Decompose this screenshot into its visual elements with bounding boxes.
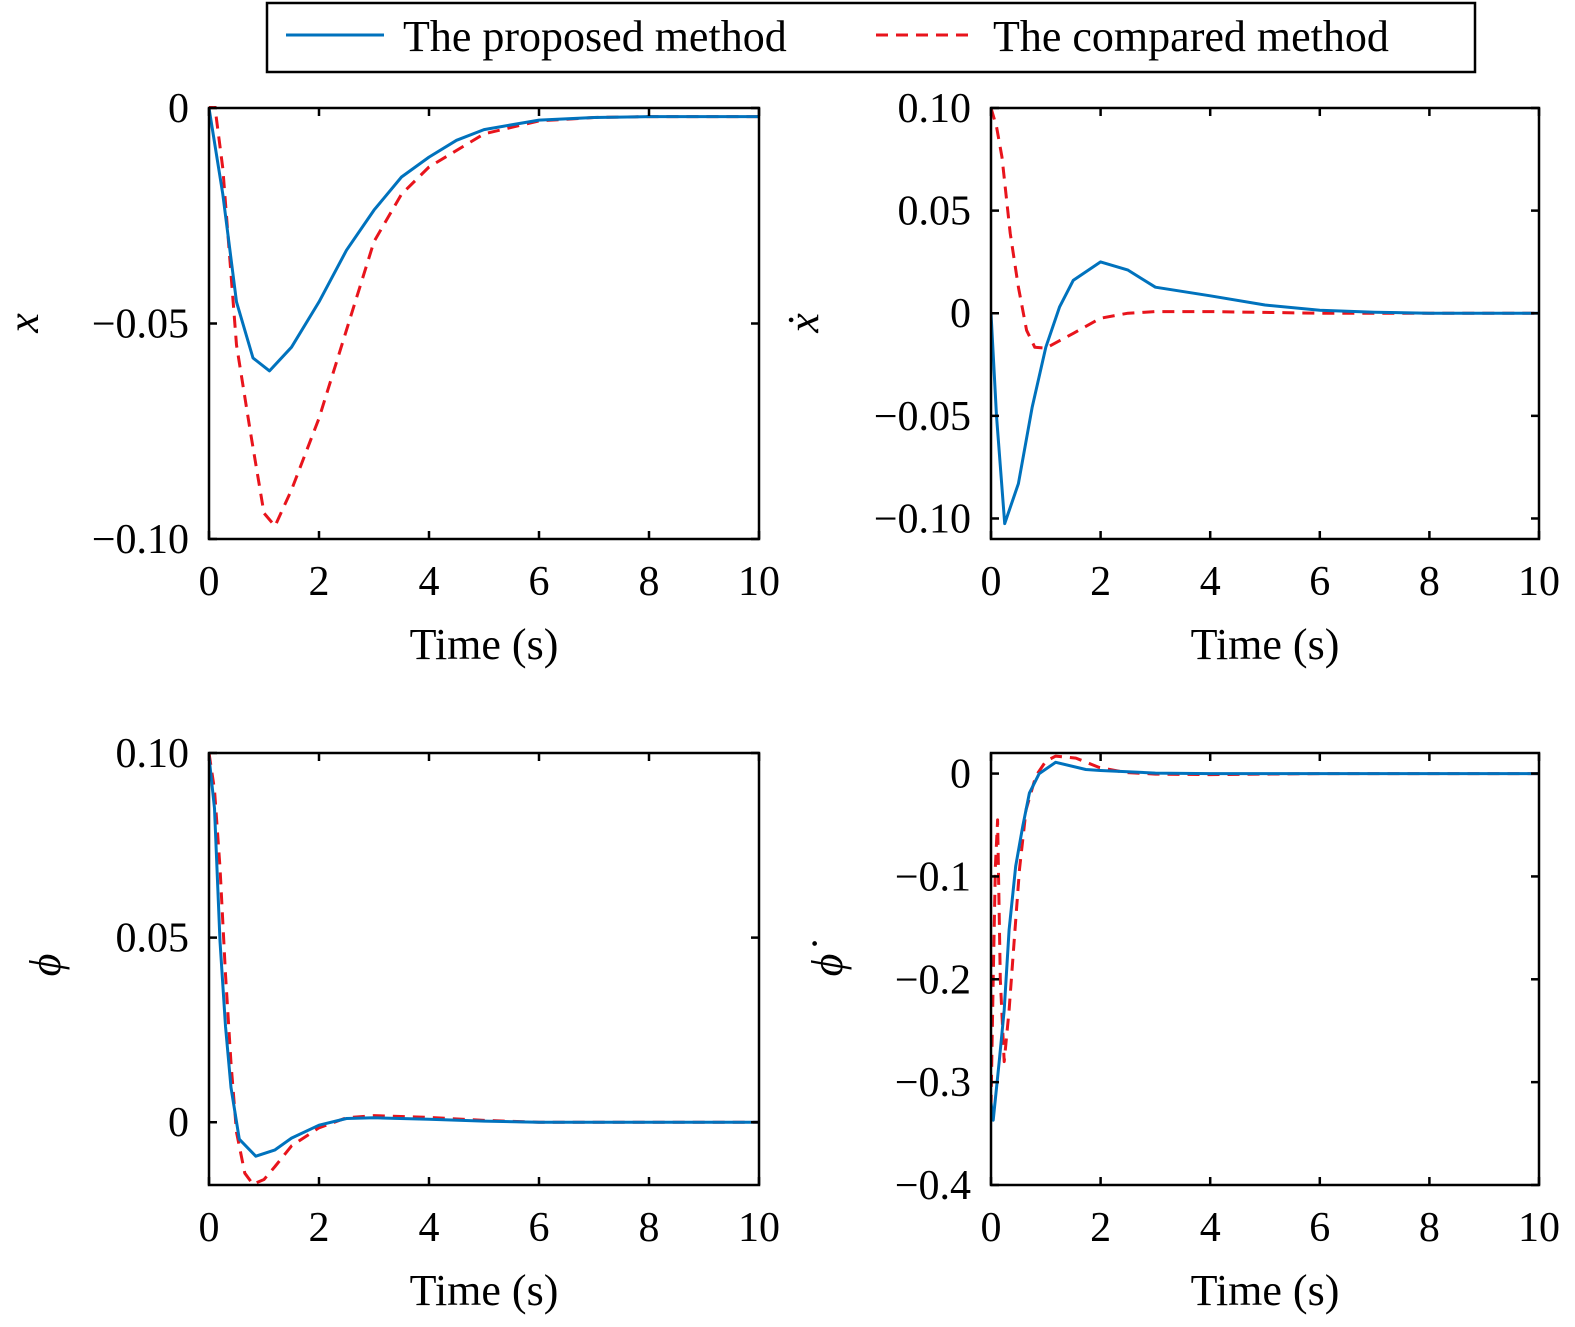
x-tick-label: 0	[199, 559, 220, 605]
series-compared-line	[991, 107, 1539, 350]
x-tick-label: 4	[419, 1205, 440, 1251]
y-axis-label: x	[0, 313, 48, 334]
subplot-x-velocity: 0 2 4 6 8 10 0.10 0.05 0 −0.05 −0.10 Time (s) ẋ	[779, 86, 1560, 669]
x-tick-label: 6	[1309, 1205, 1330, 1251]
x-tick-label: 8	[1419, 559, 1440, 605]
x-tick-label: 2	[1090, 1205, 1111, 1251]
x-tick-label: 10	[738, 1205, 780, 1251]
y-tick-label: 0	[950, 291, 971, 337]
x-tick-label: 4	[1200, 559, 1221, 605]
y-axis-label: ϕ	[21, 954, 70, 977]
y-tick-label: −0.1	[895, 854, 971, 900]
y-tick-label: 0	[950, 752, 971, 798]
axes-frame	[989, 751, 1541, 1187]
x-tick-label: 4	[419, 559, 440, 605]
x-tick-label: 8	[639, 1205, 660, 1251]
y-tick-label: 0.10	[116, 731, 190, 777]
y-tick-label: 0.05	[898, 189, 972, 235]
series-proposed-line	[209, 107, 759, 373]
x-tick-label: 2	[309, 1205, 330, 1251]
x-tick-label: 8	[639, 559, 660, 605]
y-tick-label: 0.10	[898, 86, 972, 132]
legend: The proposed method The compared method	[265, 1, 1477, 74]
axes-frame	[989, 106, 1541, 541]
y-tick-label: −0.4	[895, 1163, 971, 1209]
legend-box	[265, 1, 1477, 74]
legend-label-proposed: The proposed method	[403, 12, 787, 61]
y-tick-label: 0	[168, 1100, 189, 1146]
axes-frame	[207, 751, 761, 1187]
series-compared-line	[209, 106, 759, 528]
x-tick-label: 0	[981, 1205, 1002, 1251]
x-tick-label: 8	[1419, 1205, 1440, 1251]
series-proposed-line	[209, 756, 759, 1158]
x-tick-label: 2	[1090, 559, 1111, 605]
series-compared-line	[991, 754, 1539, 1107]
x-tick-label: 10	[1518, 1205, 1560, 1251]
y-tick-label: −0.05	[874, 394, 971, 440]
x-tick-label: 0	[199, 1205, 220, 1251]
subplot-phi-rate: 0 2 4 6 8 10 0 −0.1 −0.2 −0.3 −0.4 Time (s) ϕ̇	[803, 752, 1560, 1315]
y-tick-label: −0.05	[92, 302, 189, 348]
y-tick-label: 0.05	[116, 916, 190, 962]
x-tick-label: 6	[529, 1205, 550, 1251]
axes-frame	[207, 106, 761, 541]
y-tick-label: −0.2	[895, 957, 971, 1003]
x-tick-label: 6	[529, 559, 550, 605]
x-tick-label: 10	[738, 559, 780, 605]
series-proposed-line	[991, 260, 1539, 526]
y-tick-label: 0	[168, 86, 189, 132]
x-tick-label: 10	[1518, 559, 1560, 605]
y-axis-label: ϕ̇	[803, 941, 852, 977]
x-axis-label: Time (s)	[410, 1266, 559, 1315]
x-axis-label: Time (s)	[410, 620, 559, 669]
x-axis-label: Time (s)	[1191, 1266, 1340, 1315]
x-tick-label: 4	[1200, 1205, 1221, 1251]
y-tick-label: −0.3	[895, 1060, 971, 1106]
series-proposed-line	[991, 760, 1539, 1122]
x-tick-label: 2	[309, 559, 330, 605]
y-axis-label: ẋ	[779, 313, 828, 334]
x-axis-label: Time (s)	[1191, 620, 1340, 669]
legend-label-compared: The compared method	[993, 12, 1389, 61]
subplot-phi-angle: 0 2 4 6 8 10 0.10 0.05 0 Time (s) ϕ	[21, 731, 780, 1315]
y-tick-label: −0.10	[874, 496, 971, 542]
y-tick-label: −0.10	[92, 517, 189, 563]
x-tick-label: 6	[1309, 559, 1330, 605]
x-tick-label: 0	[981, 559, 1002, 605]
subplot-x-position: 0 2 4 6 8 10 0 −0.05 −0.10 Time (s) x	[0, 86, 780, 669]
